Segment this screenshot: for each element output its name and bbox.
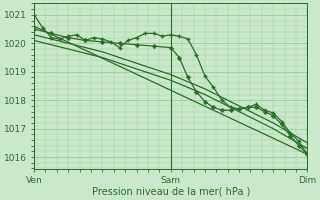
X-axis label: Pression niveau de la mer( hPa ): Pression niveau de la mer( hPa ): [92, 187, 250, 197]
